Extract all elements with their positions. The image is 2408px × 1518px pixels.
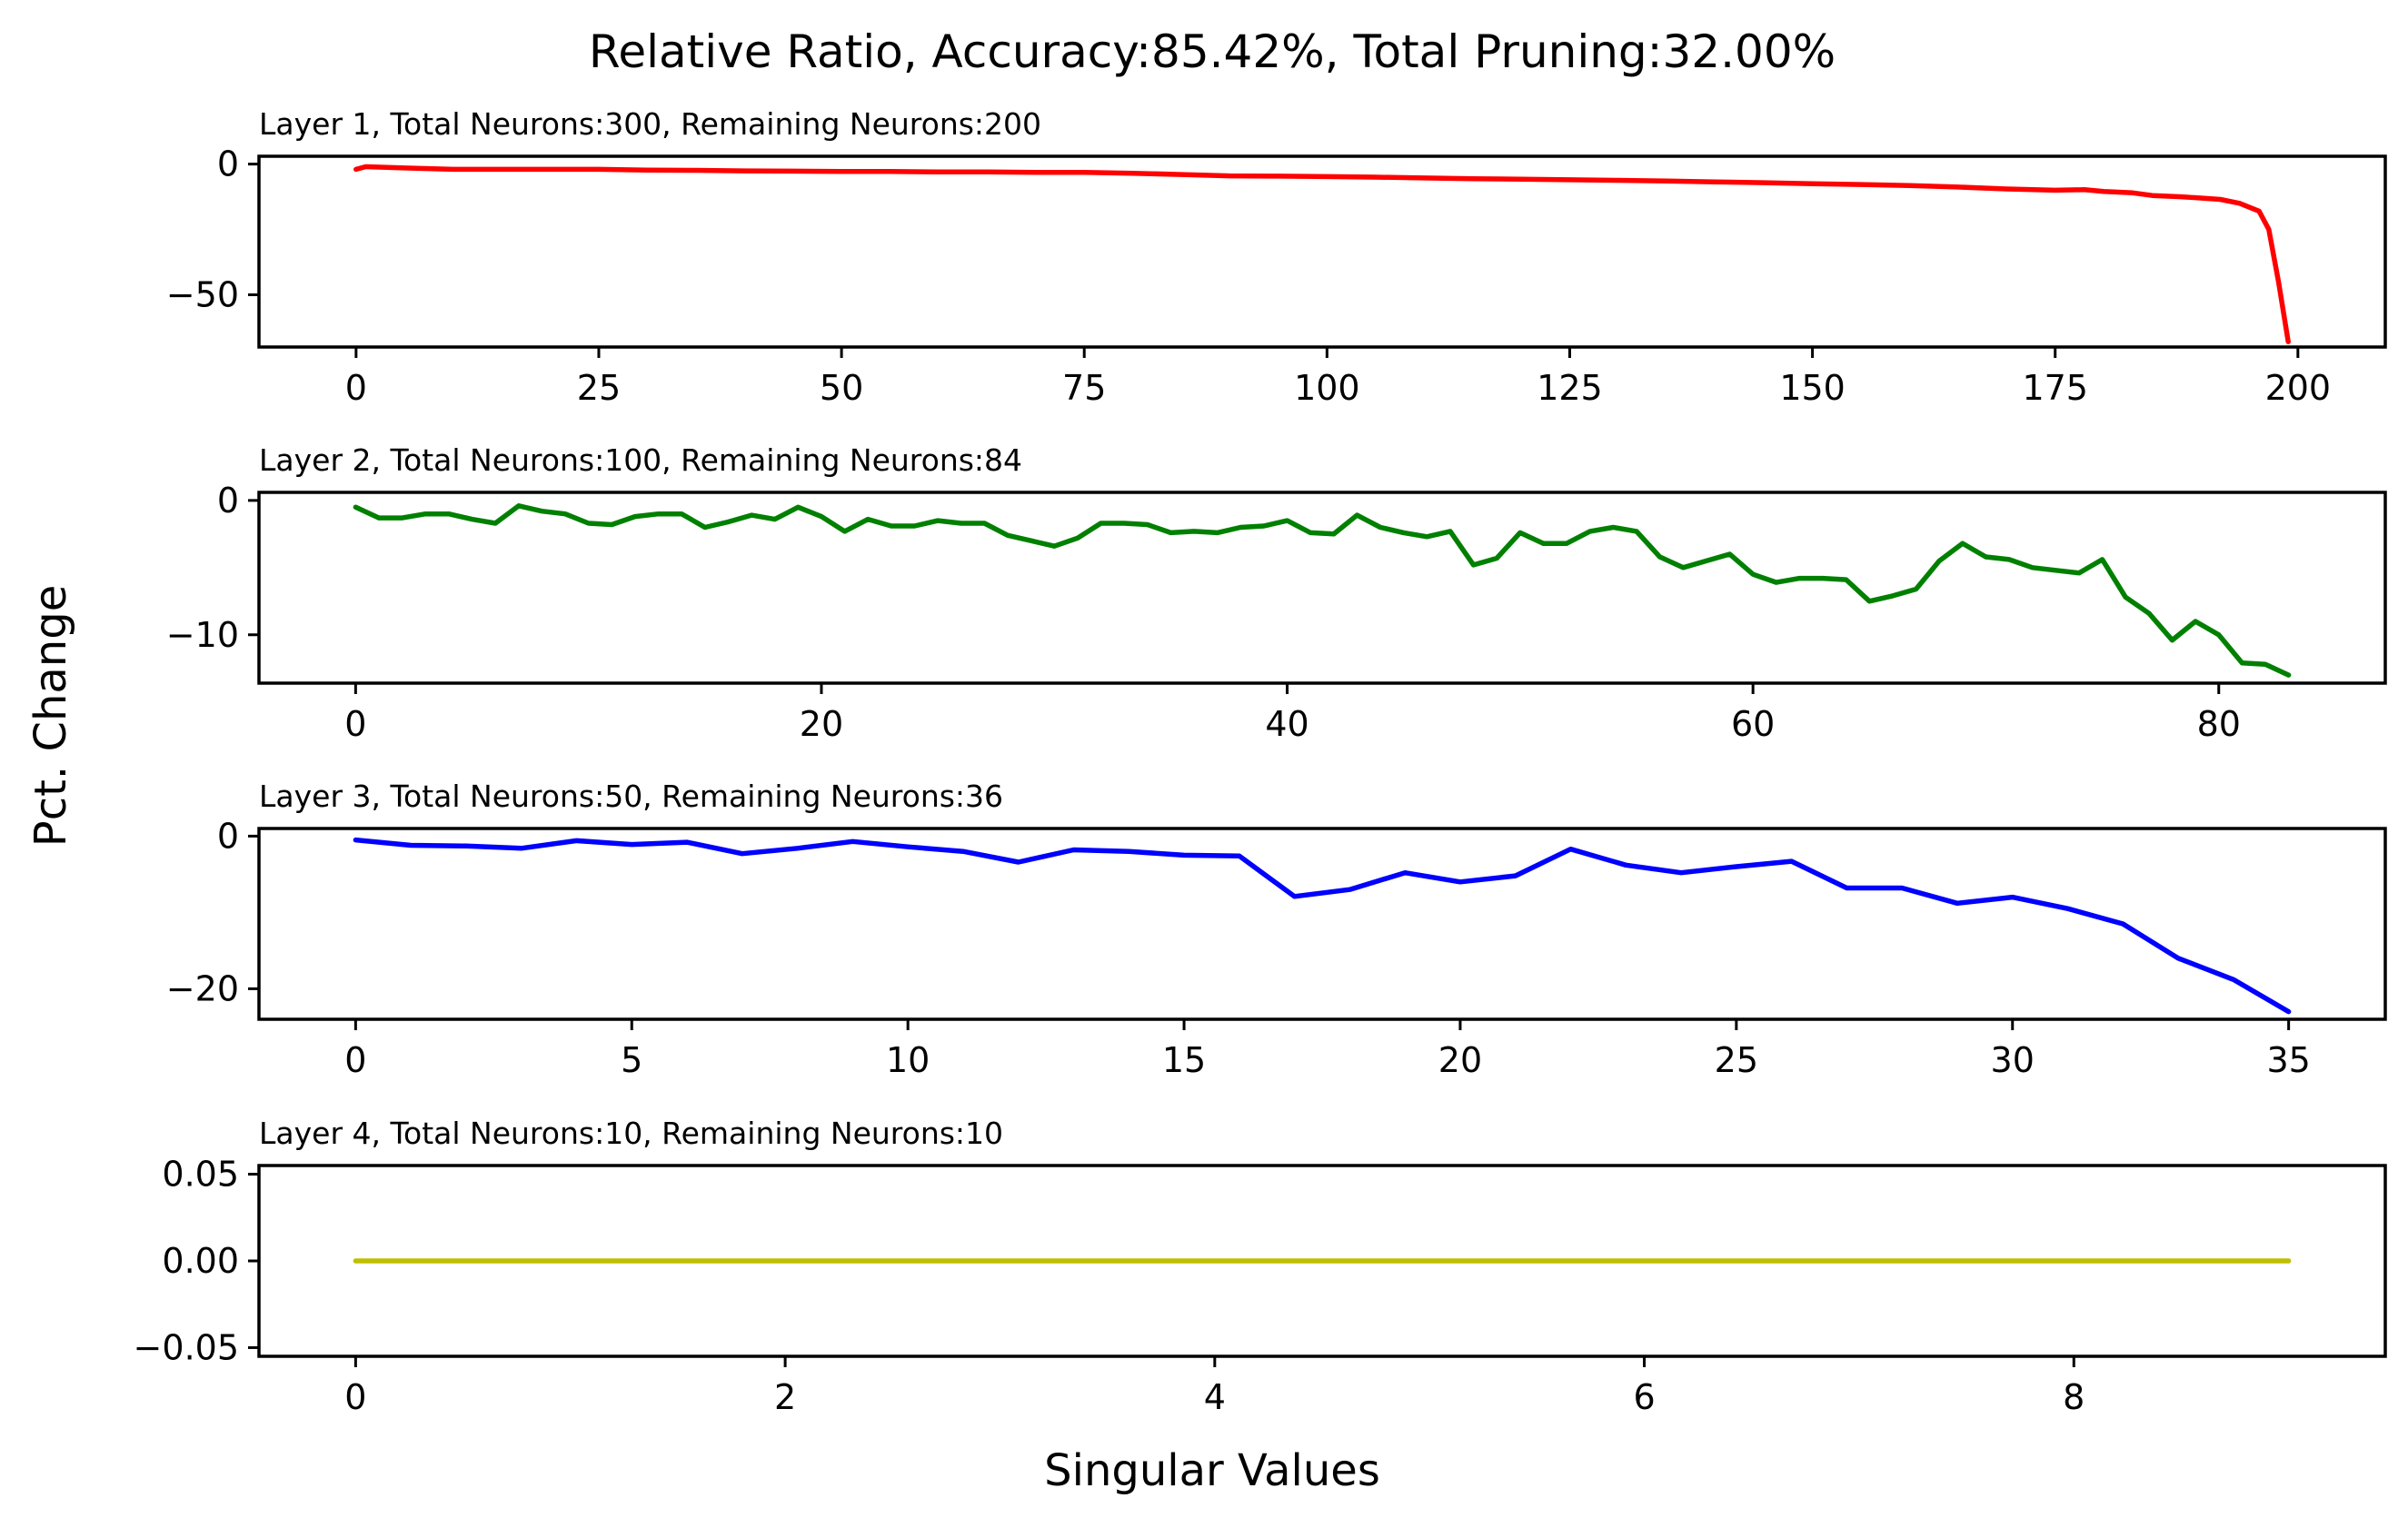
subplot-layer-2: Layer 2, Total Neurons:100, Remaining Ne… [166,442,2387,744]
y-axis-label: Pct. Change [25,585,76,847]
subplot-title: Layer 1, Total Neurons:300, Remaining Ne… [259,106,1041,142]
x-tick-label: 175 [2022,368,2088,408]
x-tick-label: 125 [1537,368,1603,408]
y-tick-label: 0 [217,816,239,856]
series-line-layer-3 [353,837,2292,1015]
x-tick-label: 50 [820,368,863,408]
subplot-layer-1: Layer 1, Total Neurons:300, Remaining Ne… [166,106,2387,408]
series-line-layer-1 [353,164,2291,344]
subplot-layer-4: Layer 4, Total Neurons:10, Remaining Neu… [134,1116,2387,1417]
series-line-layer-2 [353,503,2292,678]
x-tick-label: 20 [1438,1040,1482,1080]
x-axis-label: Singular Values [1044,1445,1380,1496]
axes-frame [257,154,2387,349]
y-tick-label: −0.05 [134,1327,239,1367]
x-tick-label: 6 [1633,1377,1655,1417]
y-tick-label: 0.00 [162,1241,239,1281]
x-tick-label: 8 [2063,1377,2085,1417]
axes-frame [257,491,2387,685]
x-tick-label: 5 [621,1040,642,1080]
subplot-title: Layer 2, Total Neurons:100, Remaining Ne… [259,442,1022,478]
x-tick-label: 40 [1265,704,1308,744]
x-tick-label: 30 [1991,1040,2035,1080]
x-tick-label: 20 [800,704,843,744]
y-tick-label: 0 [217,144,239,184]
x-tick-label: 10 [886,1040,930,1080]
x-tick-label: 0 [345,368,367,408]
y-tick-label: 0 [217,481,239,521]
x-tick-label: 80 [2197,704,2241,744]
subplots: Layer 1, Total Neurons:300, Remaining Ne… [134,106,2387,1417]
x-tick-label: 75 [1062,368,1106,408]
figure-title: Relative Ratio, Accuracy:85.42%, Total P… [589,25,1836,78]
y-tick-label: −20 [166,968,239,1008]
axes-frame [257,827,2387,1021]
y-tick-label: −50 [166,274,239,314]
x-tick-label: 25 [577,368,621,408]
x-tick-label: 100 [1294,368,1360,408]
x-tick-label: 0 [344,704,366,744]
x-tick-label: 15 [1162,1040,1206,1080]
subplot-title: Layer 3, Total Neurons:50, Remaining Neu… [259,779,1003,814]
x-tick-label: 60 [1731,704,1775,744]
subplot-layer-3: Layer 3, Total Neurons:50, Remaining Neu… [166,779,2387,1080]
subplot-title: Layer 4, Total Neurons:10, Remaining Neu… [259,1116,1003,1151]
x-tick-label: 4 [1204,1377,1226,1417]
x-tick-label: 200 [2265,368,2332,408]
x-tick-label: 150 [1779,368,1846,408]
x-tick-label: 2 [774,1377,796,1417]
x-tick-label: 35 [2266,1040,2310,1080]
x-tick-label: 0 [344,1377,366,1417]
x-tick-label: 0 [344,1040,366,1080]
x-tick-label: 25 [1715,1040,1758,1080]
y-tick-label: 0.05 [162,1155,239,1195]
y-tick-label: −10 [166,615,239,655]
